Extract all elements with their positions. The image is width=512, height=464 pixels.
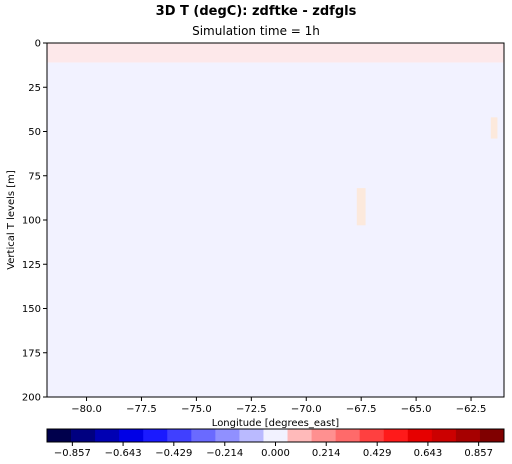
- colorbar-level: [95, 429, 120, 442]
- x-tick-label: −67.5: [346, 404, 377, 415]
- x-tick-label: −77.5: [126, 404, 157, 415]
- colorbar-level: [119, 429, 144, 442]
- x-tick-label: −80.0: [71, 404, 102, 415]
- colorbar-tick-label: −0.214: [206, 448, 243, 459]
- colorbar-tick-label: 0.643: [414, 448, 443, 459]
- colorbar-level: [335, 429, 361, 442]
- anomaly-patch: [356, 188, 366, 226]
- colorbar-level: [47, 429, 72, 442]
- y-tick-label: 150: [22, 304, 41, 315]
- y-axis-label: Vertical T levels [m]: [6, 170, 17, 270]
- x-tick-label: −75.0: [181, 404, 212, 415]
- colorbar-level: [311, 429, 337, 442]
- colorbar-tick-label: −0.643: [105, 448, 142, 459]
- x-axis: −80.0 −77.5 −75.0 −72.5 −70.0 −67.5 −65.0 −62.5: [71, 397, 486, 415]
- chart-subtitle: Simulation time = 1h: [192, 24, 320, 38]
- y-tick-label: 100: [22, 216, 41, 227]
- colorbar: −0.857 −0.643 −0.429 −0.214 0.000 0.214 0.429 0…: [46, 428, 505, 459]
- colorbar-tick-label: 0.000: [261, 448, 290, 459]
- colorbar-level: [359, 429, 385, 442]
- colorbar-level: [215, 429, 240, 442]
- plot-area: [46, 42, 505, 398]
- colorbar-tick-label: 0.857: [464, 448, 493, 459]
- y-tick-label: 200: [22, 393, 41, 404]
- colorbar-level: [191, 429, 216, 442]
- y-tick-label: 125: [22, 260, 41, 271]
- colorbar-level: [239, 429, 264, 442]
- colorbar-level: [71, 429, 96, 442]
- colorbar-level: [455, 429, 481, 442]
- colorbar-tick-label: −0.429: [155, 448, 192, 459]
- colorbar-level: [143, 429, 168, 442]
- x-tick-label: −62.5: [456, 404, 487, 415]
- y-axis: 0 25 50 75 100 125 150 175 200: [22, 39, 47, 404]
- y-tick-label: 175: [22, 348, 41, 359]
- heatmap-field: [47, 43, 504, 397]
- colorbar-level: [167, 429, 192, 442]
- colorbar-tick-label: 0.429: [363, 448, 392, 459]
- anomaly-patch: [47, 43, 504, 63]
- colorbar-level: [407, 429, 433, 442]
- y-tick-label: 25: [28, 83, 41, 94]
- y-tick-label: 0: [35, 39, 41, 50]
- x-tick-label: −72.5: [236, 404, 267, 415]
- x-axis-label: Longitude [degrees_east]: [212, 418, 339, 429]
- colorbar-level: [383, 429, 409, 442]
- x-tick-label: −70.0: [291, 404, 322, 415]
- colorbar-level: [479, 429, 505, 442]
- colorbar-tick-label: 0.214: [312, 448, 341, 459]
- colorbar-level: [287, 429, 312, 442]
- colorbar-tick-label: −0.857: [54, 448, 91, 459]
- colorbar-level: [431, 429, 457, 442]
- x-tick-label: −65.0: [401, 404, 432, 415]
- y-tick-label: 75: [28, 171, 41, 182]
- chart-title: 3D T (degC): zdftke - zdfgls: [155, 4, 357, 19]
- colorbar-level: [263, 429, 288, 442]
- anomaly-patch: [490, 117, 498, 139]
- y-tick-label: 50: [28, 127, 41, 138]
